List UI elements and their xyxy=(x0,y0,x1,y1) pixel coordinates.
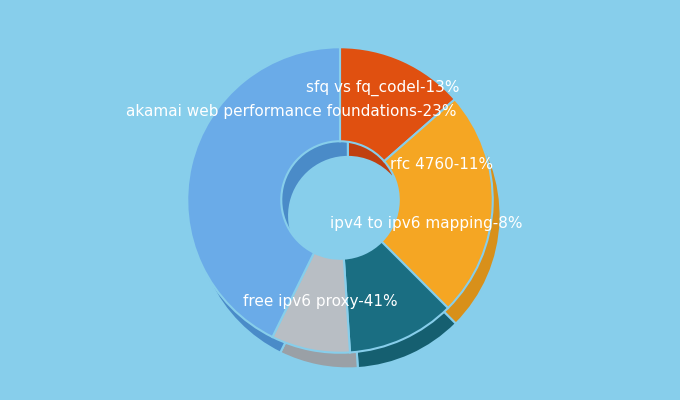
Wedge shape xyxy=(187,47,340,337)
Wedge shape xyxy=(280,268,358,368)
Wedge shape xyxy=(348,63,462,177)
Wedge shape xyxy=(352,257,456,368)
Text: sfq vs fq_codel-13%: sfq vs fq_codel-13% xyxy=(306,80,460,96)
Text: ipv4 to ipv6 mapping-8%: ipv4 to ipv6 mapping-8% xyxy=(330,216,522,231)
Wedge shape xyxy=(381,99,493,308)
Wedge shape xyxy=(195,63,348,353)
Wedge shape xyxy=(344,242,448,352)
Wedge shape xyxy=(340,47,455,161)
Text: rfc 4760-11%: rfc 4760-11% xyxy=(390,157,494,172)
Text: akamai web performance foundations-23%: akamai web performance foundations-23% xyxy=(126,104,456,119)
Wedge shape xyxy=(390,115,500,324)
Text: free ipv6 proxy-41%: free ipv6 proxy-41% xyxy=(243,294,398,309)
Wedge shape xyxy=(273,253,350,353)
